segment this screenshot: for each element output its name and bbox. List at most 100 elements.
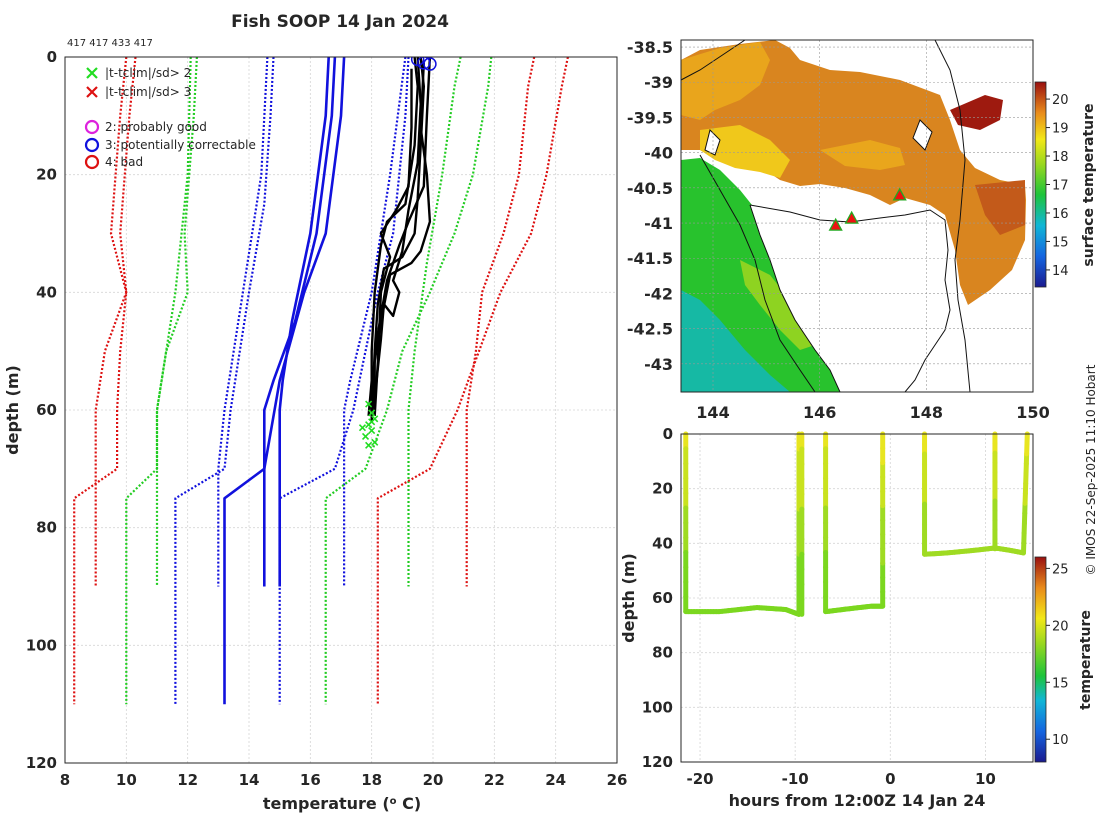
temperature-colorbar-tick-label: 10 — [1052, 733, 1069, 748]
profile-xtick-label: 22 — [484, 771, 505, 789]
temperature-colorbar-tick-label: 20 — [1052, 619, 1069, 634]
sst-colorbar-tick-label: 20 — [1052, 93, 1069, 108]
temperature-colorbar-ticks: 10 15 20 25 — [1046, 562, 1069, 748]
profile-series-line — [373, 57, 432, 410]
legend-label: 2: probably good — [105, 120, 207, 134]
map-panel: 144 146 148 150 -38.5 -39 -39.5 -40 -40.5 -41 -41.… — [627, 38, 1097, 422]
timeseries-grid — [681, 433, 1033, 763]
profile-ytick-label: 40 — [36, 283, 57, 301]
timeseries-xtick-label: 10 — [975, 770, 996, 788]
profile-series-line — [125, 57, 198, 705]
sst-patch-mid — [820, 140, 905, 170]
profile-xtick-label: 12 — [177, 771, 198, 789]
legend-label: 3: potentially correctable — [105, 138, 256, 152]
profile-series-line — [373, 68, 413, 416]
map-station-marker — [828, 217, 843, 231]
profile-flag-green-x — [368, 409, 376, 417]
profile-flag-green-x — [368, 418, 376, 426]
timeseries-ytick-label: 0 — [663, 425, 673, 443]
legend-marker-x — [86, 86, 98, 98]
timeseries-tracks — [683, 431, 1030, 617]
credit-text: © IMOS 22-Sep-2025 11:10 Hobart — [1084, 364, 1098, 575]
profile-flag-green-x — [361, 432, 370, 441]
profile-xtick-label: 14 — [239, 771, 260, 789]
profile-flag-green-x — [371, 438, 379, 446]
profile-ytick-label: 120 — [26, 754, 57, 772]
map-stations — [828, 187, 907, 231]
sst-colorbar — [1034, 81, 1047, 288]
map-ytick-label: -41 — [644, 214, 673, 233]
temperature-colorbar-tick-label: 25 — [1052, 562, 1069, 577]
profile-axes-box — [64, 56, 618, 764]
timeseries-xtick-label: -10 — [782, 770, 809, 788]
profile-xtick-label: 8 — [60, 771, 70, 789]
profile-xtick-label: 24 — [545, 771, 566, 789]
timeseries-axes-box — [680, 433, 1034, 763]
shelf-contour-east — [934, 40, 971, 392]
profile-series-line — [465, 57, 536, 587]
sst-colorbar-tick-label: 15 — [1052, 235, 1069, 250]
map-ytick-label: -41.5 — [627, 249, 673, 268]
sst-colorbar-tick-label: 18 — [1052, 150, 1069, 165]
profile-xlabel: temperature (o C) — [263, 794, 421, 813]
timeseries-xtick-label: 0 — [885, 770, 895, 788]
legend-label: |t-tclim|/sd> 3 — [105, 85, 191, 99]
profile-series-line — [262, 57, 337, 587]
map-xtick-label: 150 — [1016, 403, 1049, 422]
flinders-island — [912, 119, 933, 151]
sst-hot-patch — [950, 95, 1003, 130]
map-ytick-label: -38.5 — [627, 38, 673, 57]
profile-xtick-label: 18 — [361, 771, 382, 789]
profile-series-line — [324, 57, 493, 705]
figure-title: Fish SOOP 14 Jan 2024 — [231, 12, 449, 32]
map-ytick-label: -43 — [644, 355, 673, 374]
profile-series-line — [174, 57, 275, 705]
profile-xtick-label: 20 — [423, 771, 444, 789]
shelf-contour-west — [699, 154, 816, 392]
profile-ytick-label: 80 — [36, 519, 57, 537]
profile-xtick-label: 26 — [607, 771, 628, 789]
profile-series-line — [155, 57, 192, 587]
profile-ytick-label: 100 — [26, 636, 57, 654]
sst-colorbar-tick-label: 16 — [1052, 207, 1069, 222]
timeseries-ytick-label: 20 — [652, 480, 673, 498]
profile-xtick-label: 16 — [300, 771, 321, 789]
profile-ytick-label: 0 — [47, 48, 57, 66]
profile-ylabel: depth (m) — [3, 365, 22, 455]
profile-grid — [64, 56, 618, 764]
legend-label: |t-tclim|/sd> 2 — [105, 66, 191, 80]
sst-east-patch — [975, 180, 1025, 235]
temperature-colorbar-tick-label: 15 — [1052, 676, 1069, 691]
timeseries-ytick-label: 120 — [642, 753, 673, 771]
legend-marker-x — [86, 67, 98, 79]
timeseries-xtick-label: -20 — [686, 770, 713, 788]
sst-patch-north — [681, 42, 770, 120]
profile-xtick-label: 10 — [116, 771, 137, 789]
tasmania-west-coast — [749, 204, 841, 392]
profile-flag-green-x — [365, 441, 373, 449]
profile-series-line — [217, 57, 269, 587]
profile-series-line — [376, 57, 569, 705]
profile-series-line — [343, 57, 407, 587]
temperature-colorbar — [1034, 556, 1047, 763]
profile-series — [73, 57, 569, 705]
profile-series-line — [278, 57, 410, 705]
profile-flag-green-x — [358, 424, 367, 432]
sst-patch-yellow — [700, 125, 790, 178]
sst-warm-region — [681, 40, 1026, 305]
map-ytick-label: -39 — [644, 73, 673, 92]
map-ytick-label: -40.5 — [627, 179, 673, 198]
profile-series-line — [278, 57, 330, 587]
king-island — [704, 129, 721, 156]
legend-marker-circle — [84, 137, 100, 153]
profile-series-line — [73, 57, 128, 705]
timeseries-ytick-label: 100 — [642, 698, 673, 716]
sst-colorbar-tick-label: 14 — [1052, 264, 1069, 279]
map-field — [681, 40, 1033, 392]
map-xtick-label: 144 — [696, 403, 729, 422]
profile-ticks: 8 10 12 14 16 18 20 22 24 26 0 20 40 60 80 100 120 — [26, 48, 628, 789]
sst-colorbar-label: surface temperature — [1081, 103, 1097, 266]
